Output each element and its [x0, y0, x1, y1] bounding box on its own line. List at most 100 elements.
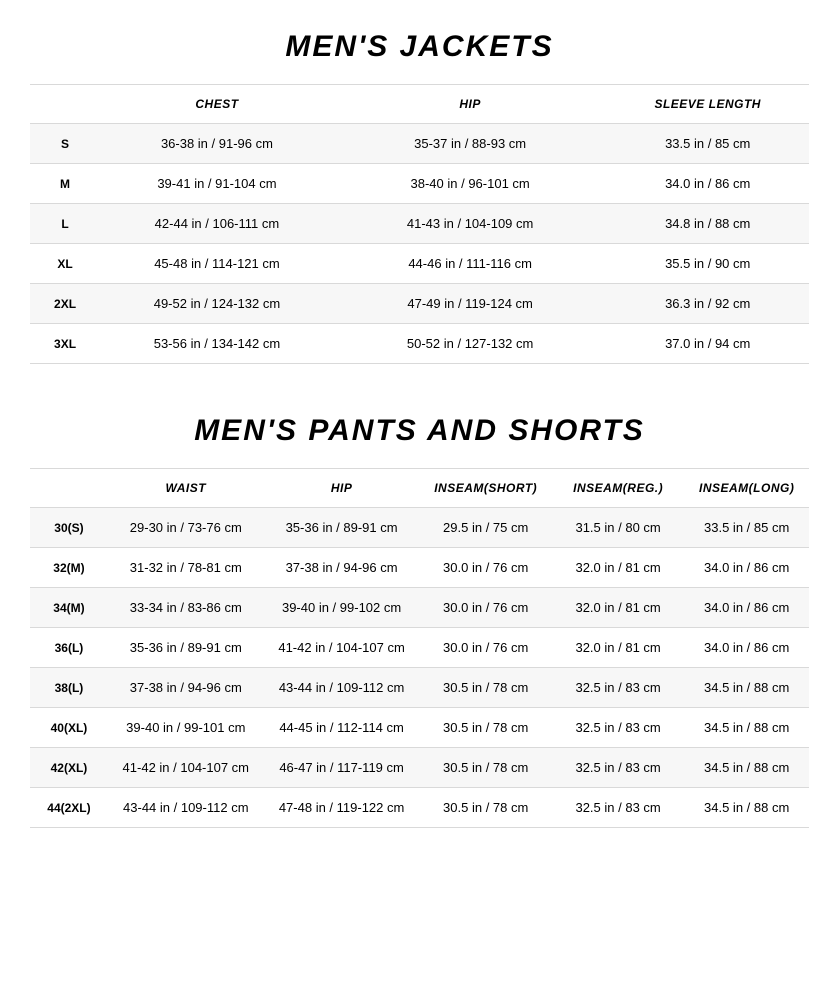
table-cell: 43-44 in / 109-112 cm [108, 788, 264, 828]
table-cell: 39-40 in / 99-102 cm [264, 588, 420, 628]
table-row: 34(M)33-34 in / 83-86 cm39-40 in / 99-10… [30, 588, 809, 628]
table-cell: 41-42 in / 104-107 cm [264, 628, 420, 668]
table-cell: 46-47 in / 117-119 cm [264, 748, 420, 788]
table-cell: 47-48 in / 119-122 cm [264, 788, 420, 828]
table-row: 38(L)37-38 in / 94-96 cm43-44 in / 109-1… [30, 668, 809, 708]
table-cell: 42-44 in / 106-111 cm [100, 204, 334, 244]
row-head-cell: 42(XL) [30, 748, 108, 788]
col-inseam-reg: INSEAM(REG.) [552, 469, 684, 508]
table-cell: 32.0 in / 81 cm [552, 588, 684, 628]
pants-tbody: 30(S)29-30 in / 73-76 cm35-36 in / 89-91… [30, 508, 809, 828]
table-cell: 30.5 in / 78 cm [419, 788, 551, 828]
table-cell: 32.0 in / 81 cm [552, 628, 684, 668]
col-sleeve: SLEEVE LENGTH [606, 85, 809, 124]
jackets-title: MEN'S JACKETS [30, 30, 809, 64]
table-cell: 34.5 in / 88 cm [684, 708, 809, 748]
table-row: 40(XL)39-40 in / 99-101 cm44-45 in / 112… [30, 708, 809, 748]
table-cell: 34.5 in / 88 cm [684, 788, 809, 828]
table-cell: 44-45 in / 112-114 cm [264, 708, 420, 748]
table-cell: 32.0 in / 81 cm [552, 548, 684, 588]
table-cell: 34.0 in / 86 cm [684, 628, 809, 668]
pants-header-row: WAIST HIP INSEAM(SHORT) INSEAM(REG.) INS… [30, 469, 809, 508]
table-cell: 45-48 in / 114-121 cm [100, 244, 334, 284]
table-row: L42-44 in / 106-111 cm41-43 in / 104-109… [30, 204, 809, 244]
table-cell: 30.5 in / 78 cm [419, 748, 551, 788]
table-cell: 35-36 in / 89-91 cm [264, 508, 420, 548]
row-head-cell: XL [30, 244, 100, 284]
table-cell: 33-34 in / 83-86 cm [108, 588, 264, 628]
table-cell: 35-36 in / 89-91 cm [108, 628, 264, 668]
table-cell: 34.0 in / 86 cm [684, 588, 809, 628]
table-cell: 37.0 in / 94 cm [606, 324, 809, 364]
col-waist: WAIST [108, 469, 264, 508]
table-cell: 33.5 in / 85 cm [684, 508, 809, 548]
table-cell: 30.0 in / 76 cm [419, 548, 551, 588]
col-chest: CHEST [100, 85, 334, 124]
table-cell: 33.5 in / 85 cm [606, 124, 809, 164]
table-cell: 30.0 in / 76 cm [419, 588, 551, 628]
row-head-cell: 44(2XL) [30, 788, 108, 828]
row-head-cell: S [30, 124, 100, 164]
table-cell: 30.5 in / 78 cm [419, 708, 551, 748]
table-cell: 43-44 in / 109-112 cm [264, 668, 420, 708]
table-cell: 34.8 in / 88 cm [606, 204, 809, 244]
row-head-cell: 38(L) [30, 668, 108, 708]
row-head-cell: L [30, 204, 100, 244]
table-cell: 44-46 in / 111-116 cm [334, 244, 607, 284]
row-head-cell: 34(M) [30, 588, 108, 628]
table-row: 2XL49-52 in / 124-132 cm47-49 in / 119-1… [30, 284, 809, 324]
table-row: XL45-48 in / 114-121 cm44-46 in / 111-11… [30, 244, 809, 284]
table-cell: 32.5 in / 83 cm [552, 788, 684, 828]
table-cell: 53-56 in / 134-142 cm [100, 324, 334, 364]
col-inseam-short: INSEAM(SHORT) [419, 469, 551, 508]
row-head-cell: 30(S) [30, 508, 108, 548]
table-row: 3XL53-56 in / 134-142 cm50-52 in / 127-1… [30, 324, 809, 364]
table-cell: 34.5 in / 88 cm [684, 668, 809, 708]
col-inseam-long: INSEAM(LONG) [684, 469, 809, 508]
table-cell: 34.5 in / 88 cm [684, 748, 809, 788]
table-cell: 36-38 in / 91-96 cm [100, 124, 334, 164]
table-cell: 39-41 in / 91-104 cm [100, 164, 334, 204]
table-row: 44(2XL)43-44 in / 109-112 cm47-48 in / 1… [30, 788, 809, 828]
col-hip: HIP [264, 469, 420, 508]
row-head-cell: M [30, 164, 100, 204]
table-cell: 29.5 in / 75 cm [419, 508, 551, 548]
table-row: 30(S)29-30 in / 73-76 cm35-36 in / 89-91… [30, 508, 809, 548]
row-head-cell: 2XL [30, 284, 100, 324]
col-blank [30, 469, 108, 508]
table-cell: 47-49 in / 119-124 cm [334, 284, 607, 324]
table-cell: 41-43 in / 104-109 cm [334, 204, 607, 244]
table-cell: 32.5 in / 83 cm [552, 708, 684, 748]
table-row: 42(XL)41-42 in / 104-107 cm46-47 in / 11… [30, 748, 809, 788]
table-cell: 35.5 in / 90 cm [606, 244, 809, 284]
pants-title: MEN'S PANTS AND SHORTS [30, 414, 809, 448]
table-cell: 41-42 in / 104-107 cm [108, 748, 264, 788]
row-head-cell: 3XL [30, 324, 100, 364]
table-cell: 36.3 in / 92 cm [606, 284, 809, 324]
row-head-cell: 32(M) [30, 548, 108, 588]
row-head-cell: 36(L) [30, 628, 108, 668]
table-row: 32(M)31-32 in / 78-81 cm37-38 in / 94-96… [30, 548, 809, 588]
table-cell: 32.5 in / 83 cm [552, 748, 684, 788]
table-cell: 37-38 in / 94-96 cm [108, 668, 264, 708]
table-cell: 35-37 in / 88-93 cm [334, 124, 607, 164]
table-cell: 31-32 in / 78-81 cm [108, 548, 264, 588]
table-cell: 30.0 in / 76 cm [419, 628, 551, 668]
col-blank [30, 85, 100, 124]
table-cell: 30.5 in / 78 cm [419, 668, 551, 708]
pants-table: WAIST HIP INSEAM(SHORT) INSEAM(REG.) INS… [30, 468, 809, 828]
table-cell: 32.5 in / 83 cm [552, 668, 684, 708]
table-cell: 37-38 in / 94-96 cm [264, 548, 420, 588]
table-cell: 49-52 in / 124-132 cm [100, 284, 334, 324]
table-cell: 34.0 in / 86 cm [684, 548, 809, 588]
table-row: S36-38 in / 91-96 cm35-37 in / 88-93 cm3… [30, 124, 809, 164]
row-head-cell: 40(XL) [30, 708, 108, 748]
table-cell: 38-40 in / 96-101 cm [334, 164, 607, 204]
jackets-header-row: CHEST HIP SLEEVE LENGTH [30, 85, 809, 124]
table-cell: 34.0 in / 86 cm [606, 164, 809, 204]
col-hip: HIP [334, 85, 607, 124]
jackets-table: CHEST HIP SLEEVE LENGTH S36-38 in / 91-9… [30, 84, 809, 364]
table-row: M39-41 in / 91-104 cm38-40 in / 96-101 c… [30, 164, 809, 204]
table-cell: 39-40 in / 99-101 cm [108, 708, 264, 748]
table-row: 36(L)35-36 in / 89-91 cm41-42 in / 104-1… [30, 628, 809, 668]
